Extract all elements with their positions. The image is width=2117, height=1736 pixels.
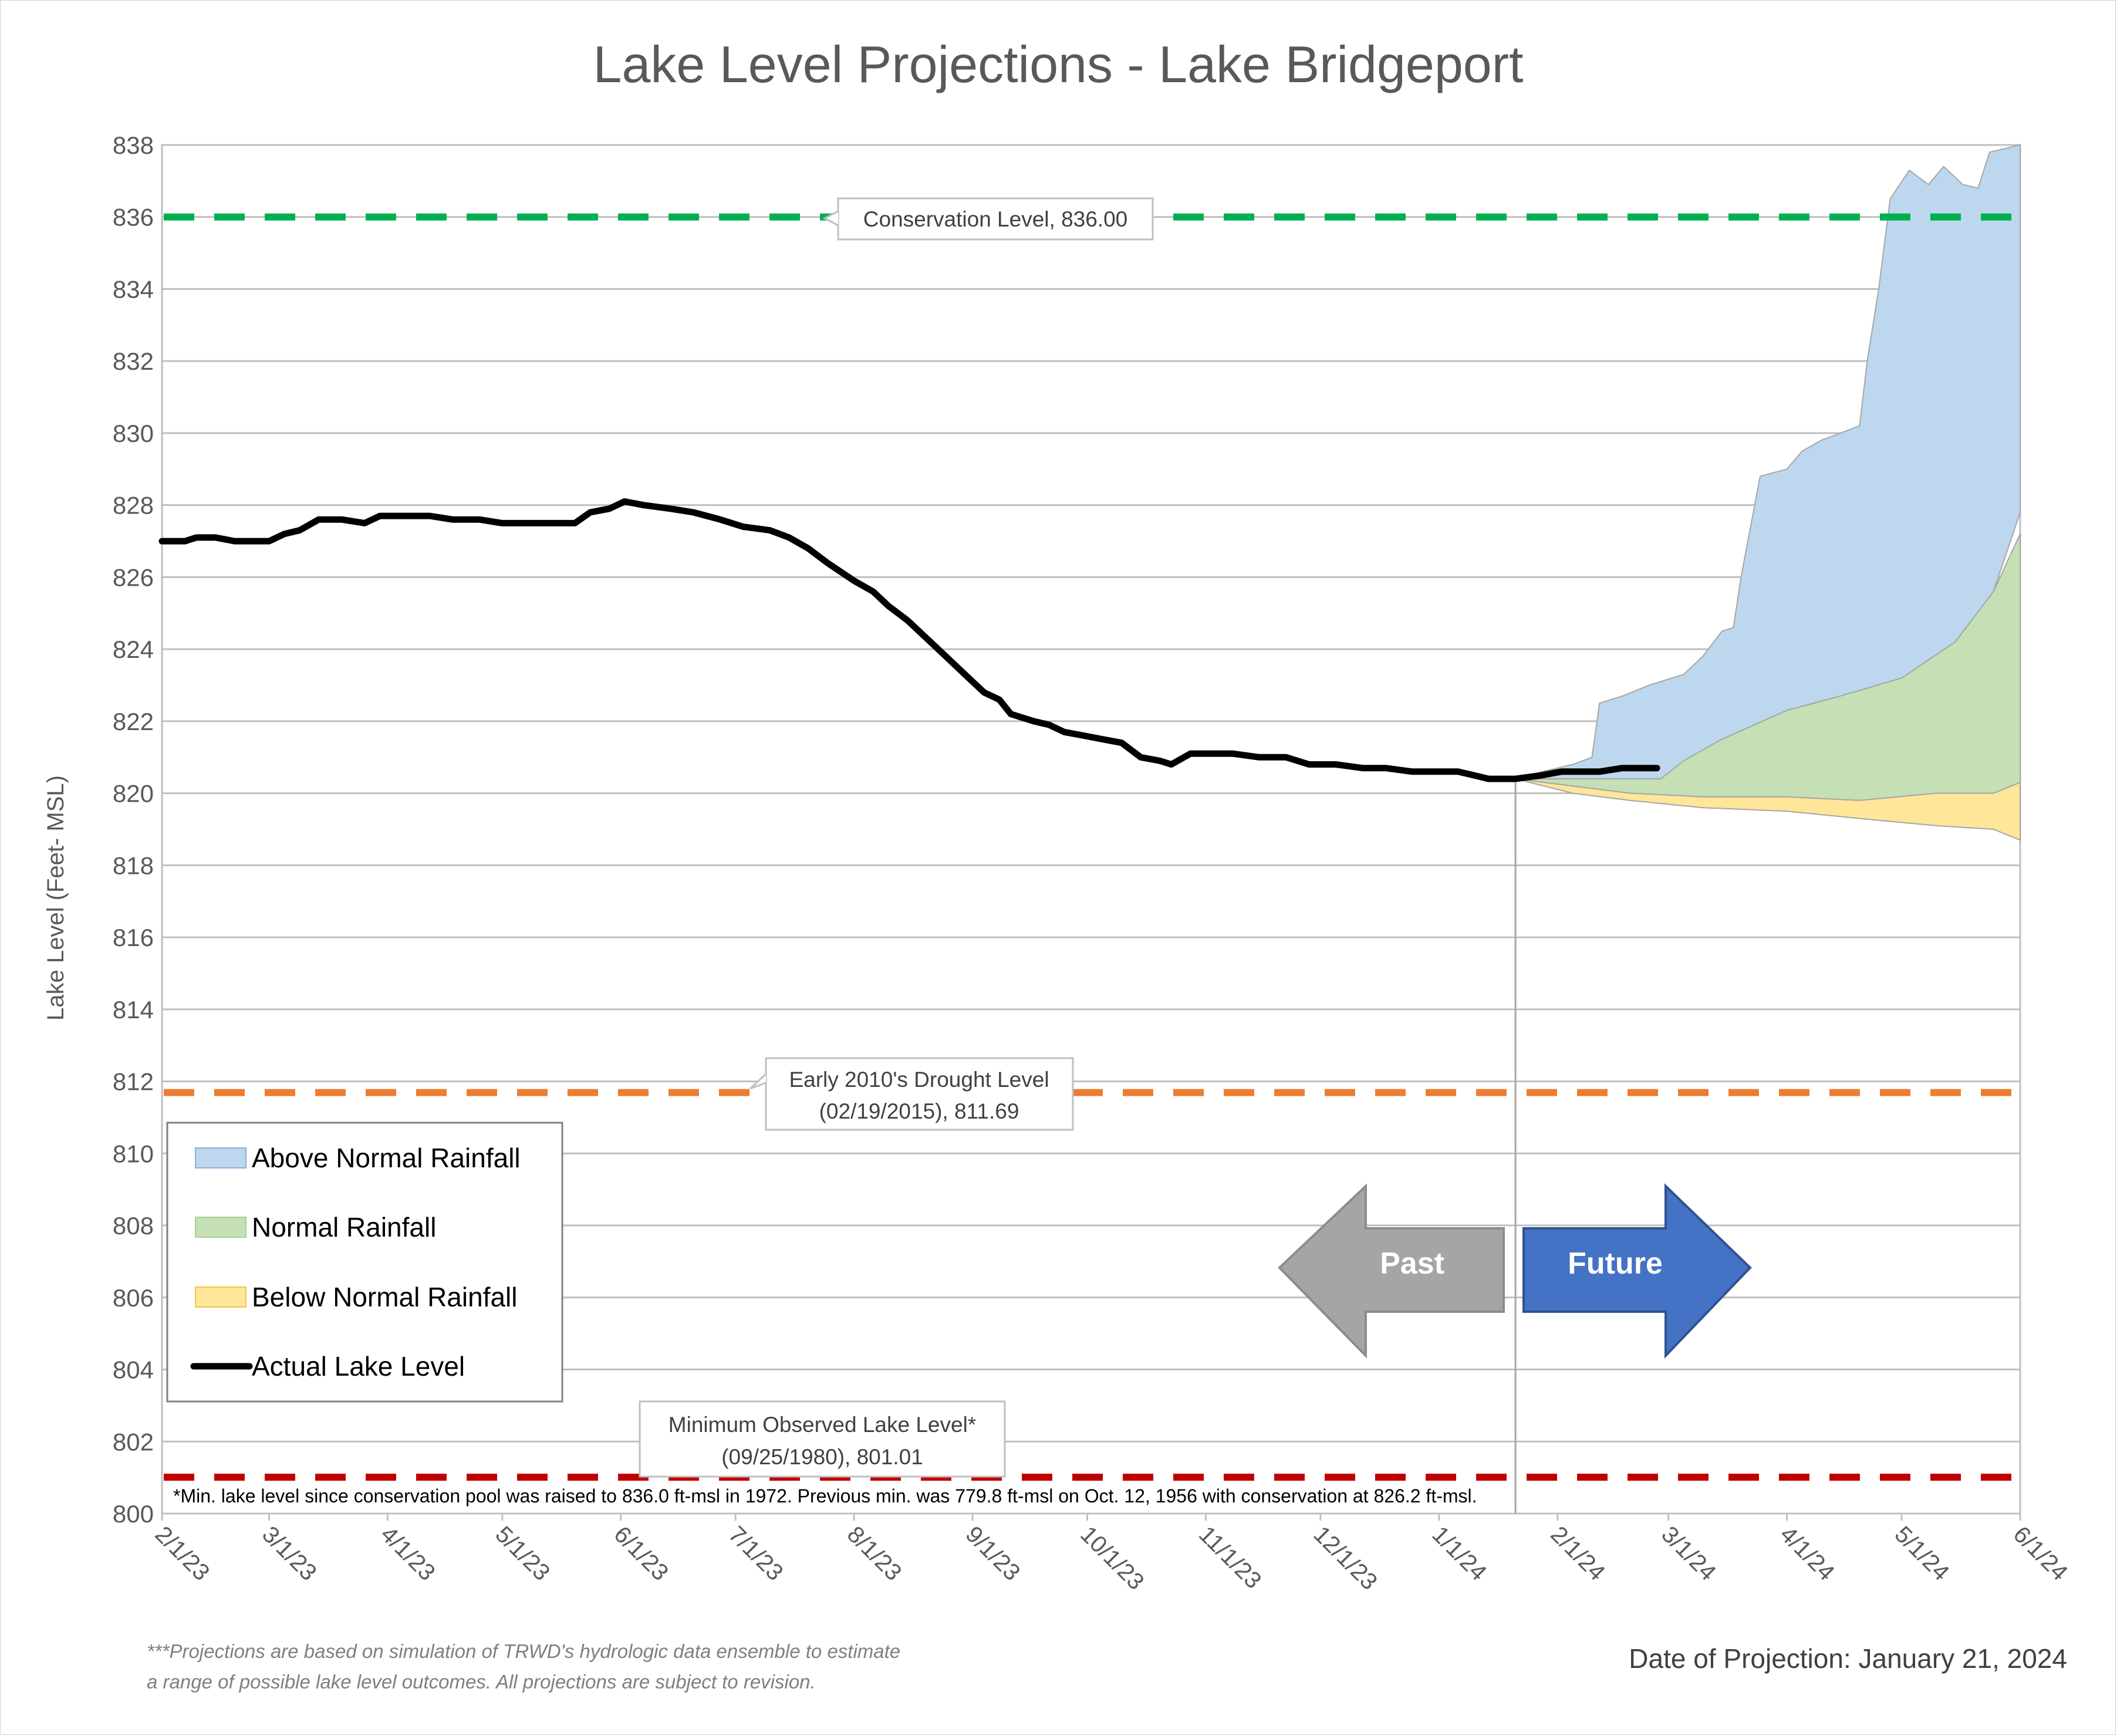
future-arrow-shape (1522, 1183, 1752, 1359)
x-tick-label-5: 7/1/23 (724, 1521, 788, 1586)
conservation-callout: Conservation Level, 836.00 (822, 197, 1154, 241)
disclaimer-line1: ***Projections are based on simulation o… (147, 1640, 900, 1662)
legend-label-below-normal: Below Normal Rainfall (252, 1282, 518, 1312)
y-tick-label-810: 810 (113, 1140, 154, 1167)
legend-item-normal: Normal Rainfall (195, 1212, 436, 1242)
x-tick-labels: 2/1/23 3/1/23 4/1/23 5/1/23 6/1/23 7/1/23 8/1/… (150, 1514, 2073, 1595)
gridlines (162, 216, 2020, 1443)
future-arrow: Future (1522, 1183, 1752, 1359)
x-tick-label-6: 8/1/23 (842, 1521, 907, 1586)
future-arrow-label: Future (1568, 1247, 1663, 1281)
y-axis-title: Lake Level (Feet- MSL) (43, 775, 69, 1021)
y-tick-label-826: 826 (113, 563, 154, 591)
actual-lake-level-line-group (158, 498, 1660, 782)
x-tick-label-9: 11/1/23 (1194, 1521, 1266, 1593)
minimum-label-line2: (09/25/1980), 801.01 (721, 1445, 923, 1469)
y-tick-label-808: 808 (113, 1212, 154, 1239)
legend-swatch-normal (195, 1217, 247, 1238)
legend: Above Normal Rainfall Normal Rainfall Be… (166, 1122, 563, 1403)
legend-box (166, 1122, 563, 1403)
actual-lake-level-line (158, 498, 1660, 782)
y-tick-label-822: 822 (113, 708, 154, 735)
legend-swatch-below-normal (195, 1286, 247, 1308)
y-tick-label-818: 818 (113, 852, 154, 879)
legend-item-actual: Actual Lake Level (190, 1351, 465, 1382)
legend-item-above-normal: Above Normal Rainfall (195, 1143, 521, 1173)
y-tick-label-834: 834 (113, 275, 154, 303)
minimum-level-note: *Min. lake level since conservation pool… (173, 1485, 1477, 1507)
past-arrow-shape (1278, 1183, 1505, 1359)
y-tick-label-820: 820 (113, 780, 154, 808)
x-tick-label-12: 2/1/24 (1545, 1521, 1610, 1586)
projection-bands (1515, 144, 2021, 841)
y-tick-label-814: 814 (113, 996, 154, 1024)
x-tick-label-7: 9/1/23 (961, 1521, 1025, 1586)
x-tick-label-11: 1/1/24 (1427, 1521, 1491, 1586)
y-tick-label-812: 812 (113, 1068, 154, 1096)
conservation-label: Conservation Level, 836.00 (863, 207, 1127, 231)
y-tick-label-836: 836 (113, 204, 154, 231)
x-tick-label-0: 2/1/23 (150, 1521, 215, 1586)
y-tick-label-832: 832 (113, 347, 154, 375)
drought-label-line2: (02/19/2015), 811.69 (819, 1099, 1019, 1123)
x-tick-label-8: 10/1/23 (1075, 1521, 1149, 1595)
y-tick-label-828: 828 (113, 492, 154, 519)
legend-swatch-above-normal (195, 1147, 247, 1168)
drought-label-line1: Early 2010's Drought Level (789, 1068, 1049, 1092)
x-tick-label-15: 5/1/24 (1890, 1521, 1954, 1586)
projection-date-label: Date of Projection: January 21, 2024 (1629, 1643, 2067, 1674)
y-tick-labels: 800 802 804 806 808 810 812 814 816 818 820 822 824 8… (113, 131, 154, 1528)
x-tick-label-13: 3/1/24 (1656, 1521, 1721, 1586)
y-tick-label-816: 816 (113, 924, 154, 951)
legend-label-normal: Normal Rainfall (252, 1212, 436, 1242)
y-tick-label-824: 824 (113, 636, 154, 663)
x-tick-label-3: 5/1/23 (490, 1521, 555, 1586)
drought-callout: Early 2010's Drought Level (02/19/2015),… (749, 1057, 1074, 1131)
x-tick-label-10: 12/1/23 (1309, 1521, 1382, 1595)
x-tick-label-16: 6/1/24 (2008, 1521, 2073, 1586)
y-tick-label-830: 830 (113, 420, 154, 447)
minimum-callout: Minimum Observed Lake Level* (09/25/1980… (639, 1400, 1006, 1478)
x-tick-label-14: 4/1/24 (1775, 1521, 1839, 1586)
legend-label-above-normal: Above Normal Rainfall (252, 1143, 521, 1173)
past-arrow-label: Past (1380, 1247, 1444, 1281)
x-tick-label-2: 4/1/23 (376, 1521, 440, 1586)
legend-label-actual: Actual Lake Level (252, 1351, 465, 1382)
chart-title: Lake Level Projections - Lake Bridgeport (593, 35, 1524, 93)
x-tick-label-4: 6/1/23 (609, 1521, 673, 1586)
minimum-label-line1: Minimum Observed Lake Level* (668, 1413, 976, 1437)
disclaimer-line2: a range of possible lake level outcomes.… (147, 1671, 816, 1693)
x-tick-label-1: 3/1/23 (257, 1521, 322, 1586)
legend-item-below-normal: Below Normal Rainfall (195, 1282, 518, 1312)
y-tick-label-800: 800 (113, 1500, 154, 1528)
y-tick-label-838: 838 (113, 131, 154, 159)
band-below-normal-rainfall (1515, 778, 2021, 841)
y-tick-label-806: 806 (113, 1284, 154, 1312)
y-tick-label-802: 802 (113, 1428, 154, 1455)
past-arrow: Past (1278, 1183, 1505, 1359)
y-tick-label-804: 804 (113, 1356, 154, 1384)
